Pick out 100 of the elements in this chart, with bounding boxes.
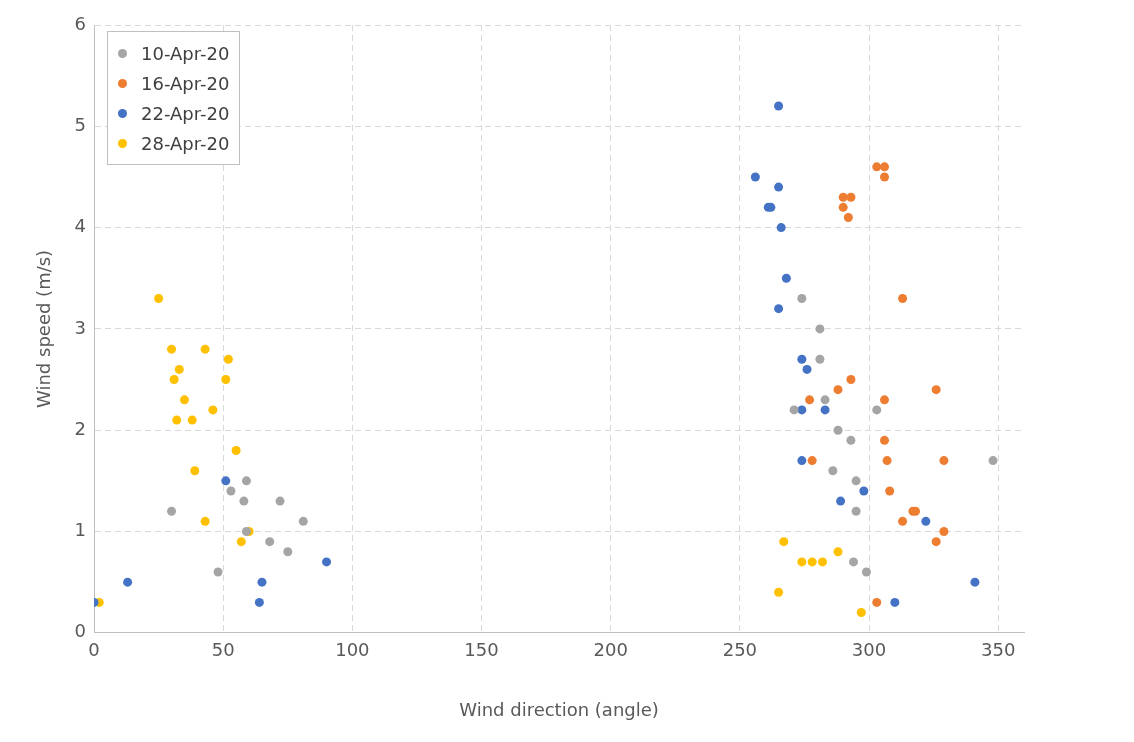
- point: [776, 223, 786, 233]
- point: [789, 405, 799, 415]
- point: [851, 476, 861, 486]
- point: [880, 172, 890, 182]
- point: [861, 567, 871, 577]
- point: [838, 202, 848, 212]
- point: [223, 354, 233, 364]
- legend-label: 10-Apr-20: [141, 42, 230, 64]
- point: [939, 527, 949, 536]
- point: [872, 405, 882, 415]
- point: [833, 425, 843, 435]
- point: [846, 375, 856, 385]
- point: [774, 101, 784, 111]
- point: [833, 385, 843, 395]
- point: [283, 547, 293, 557]
- point: [802, 364, 812, 374]
- x-tick-label: 200: [593, 639, 628, 661]
- point: [815, 324, 825, 334]
- point: [898, 294, 908, 304]
- point: [797, 294, 807, 304]
- point: [859, 486, 869, 496]
- x-tick-label: 350: [980, 639, 1016, 661]
- point: [239, 496, 249, 506]
- point: [298, 516, 308, 526]
- y-tick-label: 5: [74, 113, 87, 135]
- point: [851, 506, 861, 516]
- point: [167, 344, 177, 354]
- point: [275, 496, 285, 506]
- point: [833, 547, 843, 557]
- point: [797, 405, 807, 415]
- point: [221, 375, 231, 385]
- point: [828, 466, 838, 476]
- point: [931, 537, 941, 547]
- point: [254, 597, 264, 607]
- legend-label: 16-Apr-20: [141, 72, 230, 94]
- point: [880, 162, 890, 172]
- point: [849, 557, 859, 567]
- point: [779, 537, 789, 547]
- point: [818, 557, 828, 567]
- point: [843, 212, 853, 222]
- legend-label: 22-Apr-20: [141, 102, 230, 124]
- point: [807, 456, 817, 466]
- y-tick-label: 1: [74, 519, 87, 541]
- point: [880, 395, 890, 405]
- point: [200, 344, 210, 354]
- point: [190, 466, 200, 476]
- point: [797, 456, 807, 466]
- point: [805, 395, 815, 405]
- point: [208, 405, 218, 415]
- point: [167, 506, 177, 516]
- point: [970, 577, 980, 587]
- point: [921, 516, 931, 526]
- point: [774, 304, 784, 314]
- point: [154, 294, 164, 304]
- y-tick-label: 4: [74, 215, 87, 237]
- legend-label: 28-Apr-20: [141, 132, 230, 154]
- point: [890, 597, 900, 607]
- point: [846, 435, 856, 445]
- point: [898, 516, 908, 526]
- point: [123, 577, 133, 587]
- point: [221, 476, 231, 486]
- point: [774, 182, 784, 192]
- x-tick-label: 100: [335, 639, 370, 661]
- point: [187, 415, 197, 425]
- point: [820, 405, 830, 415]
- point: [236, 537, 246, 547]
- x-tick-label: 150: [464, 639, 499, 661]
- y-tick-label: 6: [74, 12, 87, 34]
- point: [213, 567, 223, 577]
- x-tick-label: 50: [211, 639, 235, 661]
- point: [807, 557, 817, 567]
- point: [856, 608, 866, 618]
- point: [885, 486, 895, 496]
- point: [172, 415, 182, 425]
- point: [774, 587, 784, 597]
- point: [231, 445, 241, 455]
- point: [169, 375, 179, 385]
- y-axis-title: Wind speed (m/s): [33, 249, 55, 408]
- point: [988, 456, 998, 466]
- point: [931, 385, 941, 395]
- y-tick-label: 0: [74, 620, 87, 642]
- point: [322, 557, 332, 567]
- point: [846, 192, 856, 202]
- point: [880, 435, 890, 445]
- point: [174, 364, 184, 374]
- point: [838, 192, 848, 202]
- point: [200, 516, 210, 526]
- x-tick-label: 300: [851, 639, 887, 661]
- point: [797, 354, 807, 364]
- point: [797, 557, 807, 567]
- point: [872, 597, 882, 607]
- point: [836, 496, 846, 506]
- point: [939, 456, 949, 466]
- y-tick-label: 3: [74, 316, 87, 338]
- point: [872, 162, 882, 172]
- point: [882, 456, 892, 466]
- point: [781, 273, 791, 283]
- point: [820, 395, 830, 405]
- x-tick-label: 250: [722, 639, 758, 661]
- point: [257, 577, 267, 587]
